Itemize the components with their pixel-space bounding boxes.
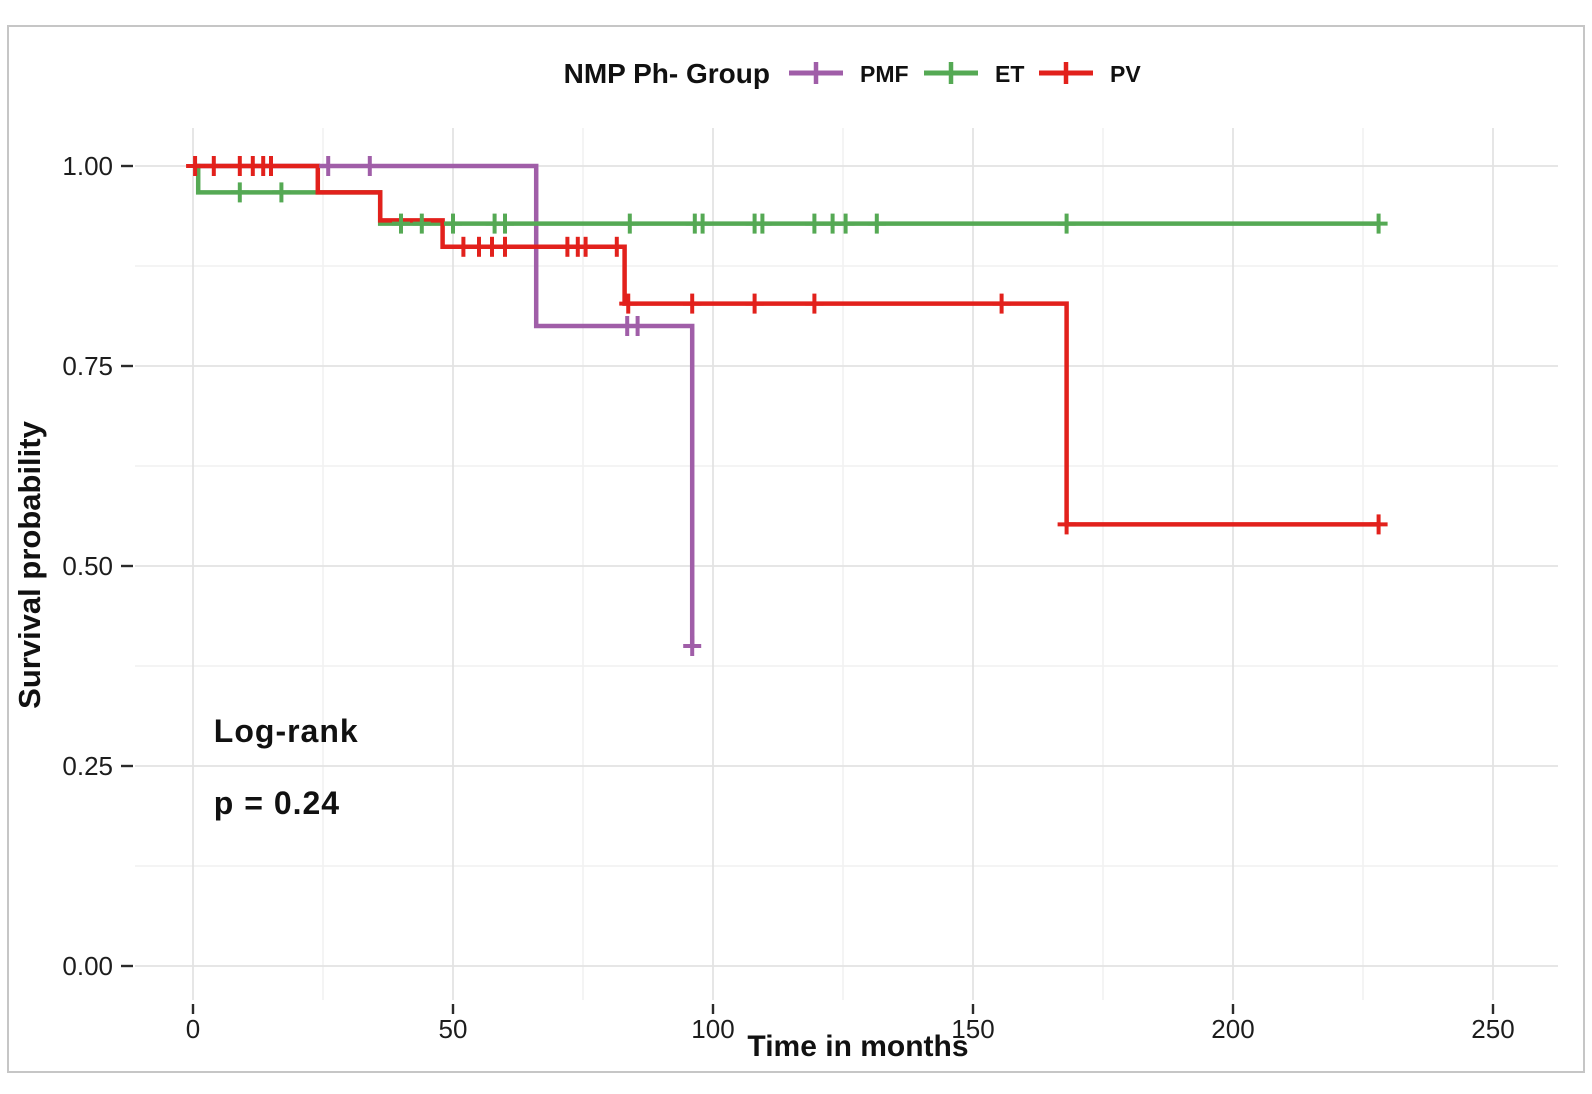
curve-pv bbox=[193, 163, 1379, 527]
gridlines-major bbox=[135, 128, 1558, 1000]
legend-label: PV bbox=[1110, 61, 1141, 87]
y-axis-title: Survival probability bbox=[12, 420, 47, 708]
y-tick-label: 1.00 bbox=[62, 151, 113, 181]
legend-label: ET bbox=[995, 61, 1024, 87]
annotation-text: Log-rank bbox=[214, 713, 359, 749]
axis-titles: Time in months Survival probability bbox=[12, 420, 969, 1063]
legend-title: NMP Ph- Group bbox=[564, 58, 770, 89]
stat-annotation: Log-rank p = 0.24 bbox=[214, 713, 359, 821]
y-tick-label: 0.00 bbox=[62, 951, 113, 981]
y-tick-label: 0.25 bbox=[62, 751, 113, 781]
x-axis-title: Time in months bbox=[747, 1030, 968, 1063]
x-tick-label: 150 bbox=[951, 1014, 994, 1044]
y-tick-label: 0.50 bbox=[62, 551, 113, 581]
y-tick-label: 0.75 bbox=[62, 351, 113, 381]
curve-pmf bbox=[193, 163, 695, 646]
x-tick-label: 50 bbox=[439, 1014, 468, 1044]
x-tick-label: 200 bbox=[1211, 1014, 1254, 1044]
x-tick-label: 100 bbox=[691, 1014, 734, 1044]
figure-frame bbox=[7, 25, 1585, 1073]
annotation-text: p = 0.24 bbox=[214, 785, 340, 821]
legend: NMP Ph- Group PMF ET PV bbox=[564, 58, 1142, 89]
x-tick-label: 0 bbox=[186, 1014, 200, 1044]
axis-tick-labels: 0.00 0.25 0.50 0.75 1.00 0 50 100 150 200 250 bbox=[62, 151, 1514, 1044]
x-tick-label: 250 bbox=[1471, 1014, 1514, 1044]
figure-border bbox=[7, 25, 1585, 1073]
axis-tick-marks bbox=[121, 164, 1495, 1014]
censor-marks bbox=[186, 156, 1388, 656]
gridlines-minor bbox=[135, 128, 1558, 1000]
legend-label: PMF bbox=[860, 61, 909, 87]
